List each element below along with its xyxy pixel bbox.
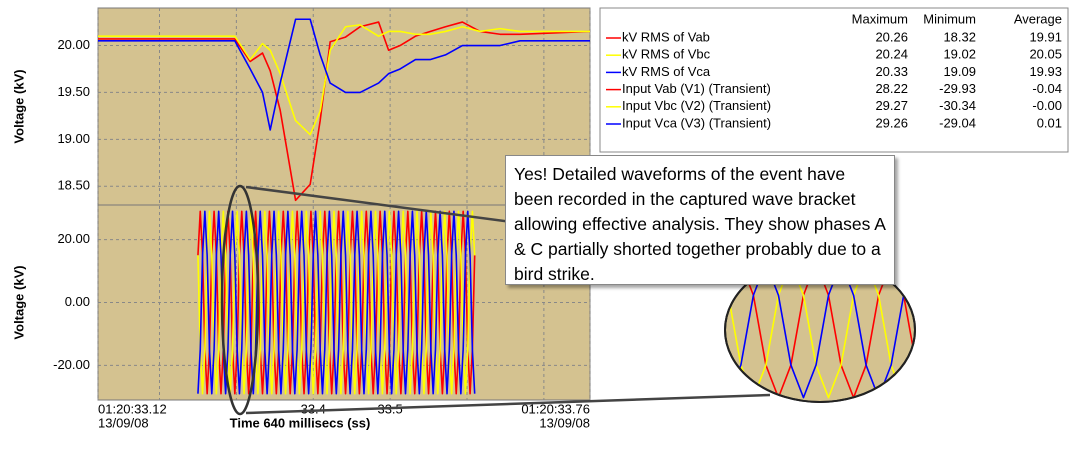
series-line	[98, 19, 590, 130]
series-line	[98, 22, 590, 200]
legend: Maximum Minimum Average kV RMS of Vab 20.26 1…	[606, 11, 1062, 130]
legend-column-header: Average	[1014, 11, 1062, 26]
legend-stat: -30.34	[939, 98, 976, 113]
legend-stat: 0.01	[1037, 115, 1062, 130]
y-tick-label: -20.00	[53, 357, 90, 372]
annotation: Yes! Detailed waveforms of the event hav…	[505, 155, 895, 285]
legend-stat: 20.24	[875, 47, 908, 62]
x-tick-date: 13/09/08	[98, 415, 149, 430]
zoom-connector	[245, 393, 771, 415]
series-lines	[98, 19, 590, 393]
y-axis-title: Voltage (kV)	[11, 69, 26, 143]
zoomed-series-line	[578, 263, 1075, 398]
legend-label: kV RMS of Vab	[622, 29, 710, 44]
y-tick-label: 19.00	[57, 131, 90, 146]
legend-column-header: Minimum	[923, 11, 976, 26]
legend-label: Input Vca (V3) (Transient)	[622, 115, 771, 130]
y-axis-title: Voltage (kV)	[11, 265, 26, 339]
legend-stat: 19.91	[1029, 29, 1062, 44]
legend-box	[599, 7, 1069, 153]
y-tick-label: 20.00	[57, 231, 90, 246]
x-tick-label: 01:20:33.12	[98, 401, 167, 416]
legend-stat: 28.22	[875, 81, 908, 96]
legend-label: kV RMS of Vbc	[622, 47, 711, 62]
legend-stat: -0.00	[1032, 98, 1062, 113]
y-tick-label: 0.00	[65, 294, 90, 309]
y-tick-label: 20.00	[57, 37, 90, 52]
legend-stat: 29.27	[875, 98, 908, 113]
legend-stat: 19.93	[1029, 64, 1062, 79]
legend-stat: 19.09	[943, 64, 976, 79]
legend-stat: 20.26	[875, 29, 908, 44]
zoomed-series-line	[578, 263, 1075, 398]
legend-stat: 29.26	[875, 115, 908, 130]
series-line	[98, 25, 590, 135]
legend-stat: 20.33	[875, 64, 908, 79]
legend-column-header: Maximum	[852, 11, 908, 26]
x-tick-date: 13/09/08	[539, 415, 590, 430]
legend-stat: -29.04	[939, 115, 976, 130]
legend-label: Input Vab (V1) (Transient)	[622, 81, 771, 96]
series-line	[198, 211, 475, 393]
legend-label: Input Vbc (V2) (Transient)	[622, 98, 771, 113]
legend-stat: -0.04	[1032, 81, 1062, 96]
legend-stat: 20.05	[1029, 47, 1062, 62]
legend-stat: 18.32	[943, 29, 976, 44]
zoom-source	[220, 184, 260, 416]
legend-label: kV RMS of Vca	[622, 64, 711, 79]
y-tick-label: 19.50	[57, 84, 90, 99]
legend-stat: -29.93	[939, 81, 976, 96]
x-tick-label: 01:20:33.76	[521, 401, 590, 416]
legend-stat: 19.02	[943, 47, 976, 62]
zoom-view	[578, 263, 1075, 398]
x-axis-title: Time 640 millisecs (ss)	[230, 415, 371, 430]
y-tick-label: 18.50	[57, 178, 90, 193]
x-tick-label: 33.4	[301, 401, 326, 416]
zoom-clip	[578, 263, 1075, 398]
